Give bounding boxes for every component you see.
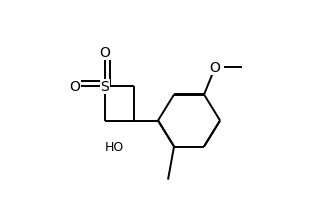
Text: O: O [100,46,110,60]
Text: O: O [210,61,221,75]
Text: HO: HO [105,140,124,153]
Text: O: O [70,80,80,94]
Text: S: S [100,80,109,94]
